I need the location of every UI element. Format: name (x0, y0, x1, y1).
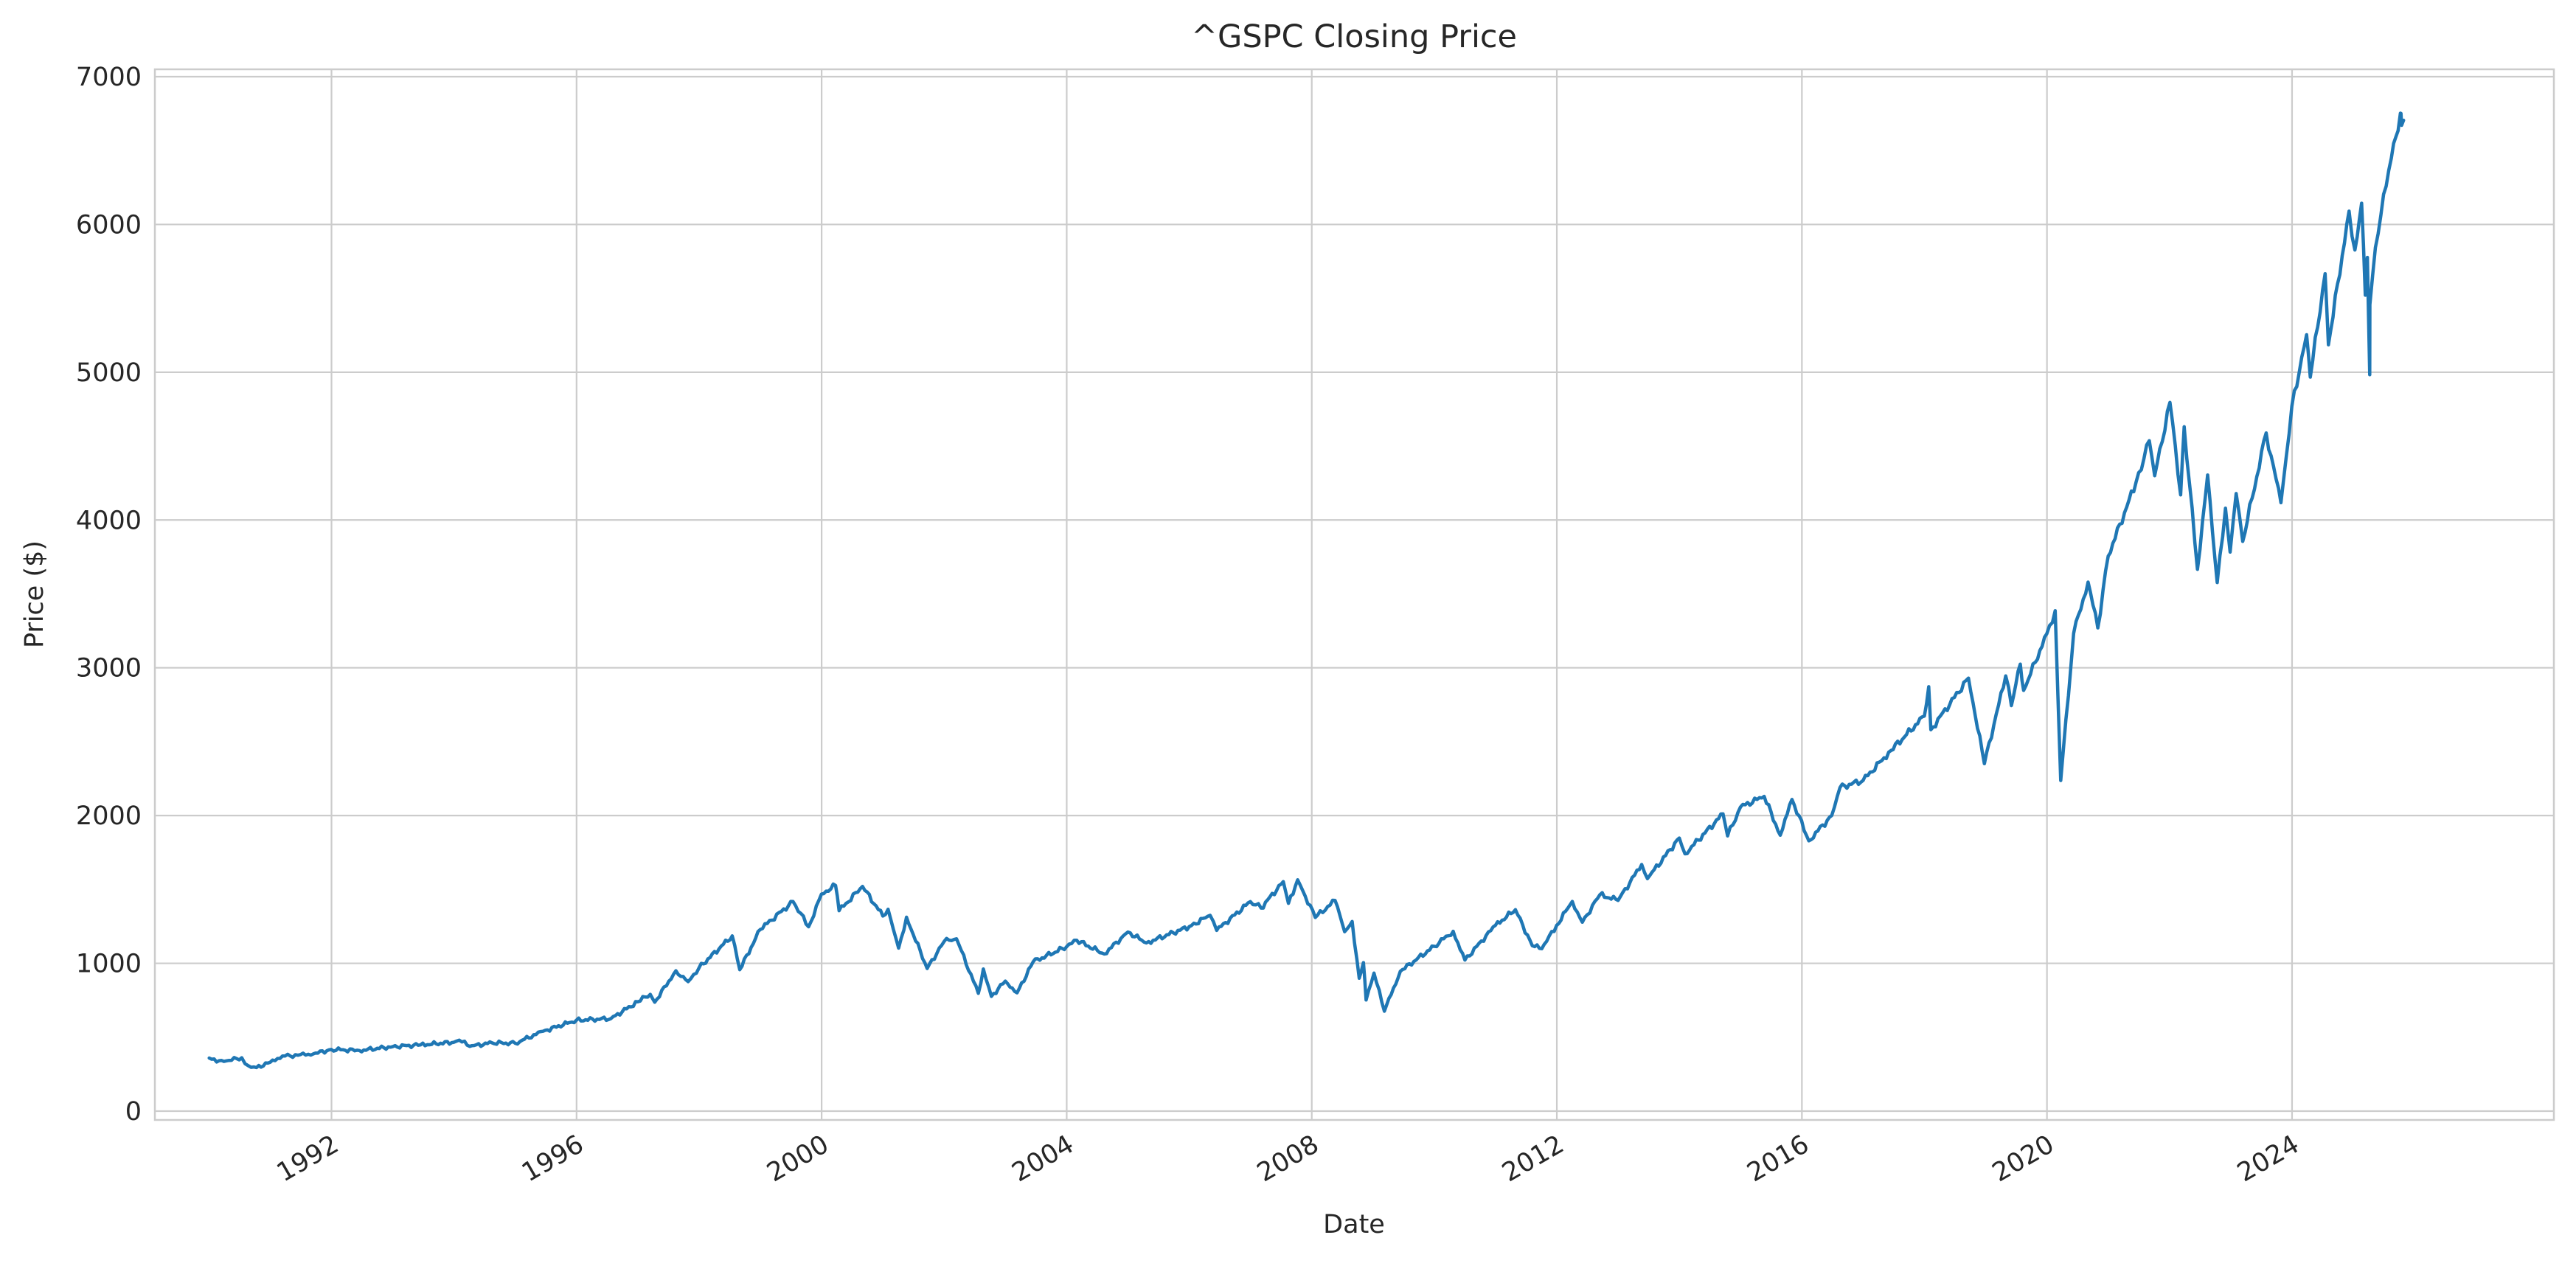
chart-title: ^GSPC Closing Price (1191, 18, 1517, 55)
y-tick-label: 7000 (76, 63, 142, 92)
y-tick-labels: 0 1000 2000 3000 4000 5000 6000 7000 (76, 63, 142, 1127)
gridlines (155, 69, 2554, 1120)
y-tick-label: 4000 (76, 506, 142, 535)
series-line-0 (207, 111, 2406, 1070)
y-tick-label: 0 (125, 1097, 142, 1127)
y-tick-label: 1000 (76, 950, 142, 979)
y-tick-label: 6000 (76, 210, 142, 240)
y-tick-label: 5000 (76, 358, 142, 388)
y-axis-label: Price ($) (20, 540, 49, 648)
plot-frame (153, 68, 2555, 1121)
series-group (207, 111, 2406, 1070)
y-tick-label: 3000 (76, 654, 142, 683)
y-tick-label: 2000 (76, 801, 142, 831)
x-axis-label: Date (1323, 1210, 1385, 1239)
